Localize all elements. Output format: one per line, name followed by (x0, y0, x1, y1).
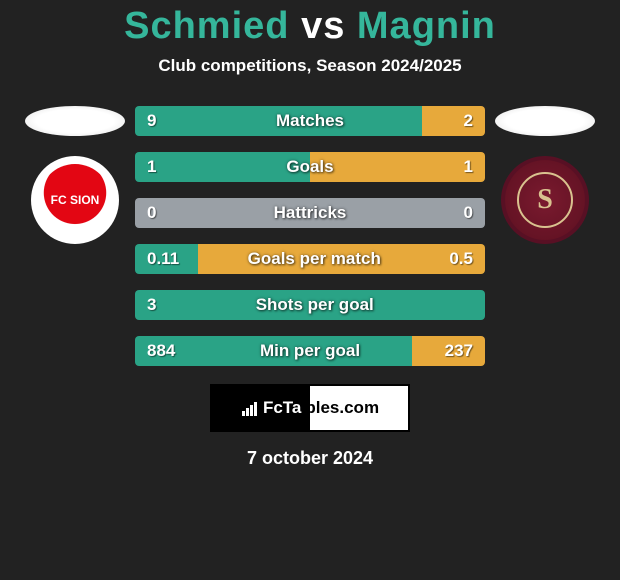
bar-value-right: 0 (464, 203, 473, 223)
bar-labels: 884 Min per goal 237 (135, 336, 485, 366)
subtitle: Club competitions, Season 2024/2025 (0, 56, 620, 76)
bar-stat-label: Goals per match (248, 249, 381, 269)
player1-avatar (25, 106, 125, 136)
brand-text: FcTables.com (241, 398, 379, 418)
stat-bar-row: 0 Hattricks 0 (135, 198, 485, 228)
bar-labels: 0.11 Goals per match 0.5 (135, 244, 485, 274)
club-badge-left: FC SION (31, 156, 119, 244)
left-side: FC SION (25, 106, 125, 244)
stat-bar-row: 1 Goals 1 (135, 152, 485, 182)
infographic-root: Schmied vs Magnin Club competitions, Sea… (0, 0, 620, 580)
bar-stat-label: Shots per goal (256, 295, 374, 315)
bar-labels: 1 Goals 1 (135, 152, 485, 182)
bar-value-right: 1 (464, 157, 473, 177)
stat-bar-row: 3 Shots per goal (135, 290, 485, 320)
stat-bar-row: 0.11 Goals per match 0.5 (135, 244, 485, 274)
bar-stat-label: Goals (286, 157, 333, 177)
date-text: 7 october 2024 (0, 448, 620, 469)
bar-stat-label: Min per goal (260, 341, 360, 361)
player2-avatar (495, 106, 595, 136)
brand-text-left: FcTa (263, 398, 301, 418)
bar-stat-label: Hattricks (274, 203, 347, 223)
club-badge-right: S (501, 156, 589, 244)
right-side: S (495, 106, 595, 244)
title-player2: Magnin (357, 5, 496, 47)
club-badge-left-label: FC SION (51, 194, 100, 206)
bar-value-left: 3 (147, 295, 156, 315)
title-vs: vs (301, 5, 345, 47)
bar-value-right: 2 (464, 111, 473, 131)
brand-badge: FcTables.com (210, 384, 410, 432)
bar-value-left: 884 (147, 341, 175, 361)
brand-text-right: bles.com (305, 398, 379, 418)
bar-value-left: 1 (147, 157, 156, 177)
stat-bars: 9 Matches 2 1 Goals 1 0 Hattricks 0 0.11 Goals per… (135, 106, 485, 366)
bar-value-left: 0.11 (147, 249, 179, 269)
chart-icon (241, 401, 259, 415)
bar-stat-label: Matches (276, 111, 344, 131)
bar-value-right: 237 (445, 341, 473, 361)
stat-bar-row: 884 Min per goal 237 (135, 336, 485, 366)
stat-bar-row: 9 Matches 2 (135, 106, 485, 136)
bar-value-left: 0 (147, 203, 156, 223)
bar-labels: 9 Matches 2 (135, 106, 485, 136)
bar-value-right: 0.5 (449, 249, 473, 269)
bar-value-left: 9 (147, 111, 156, 131)
bar-labels: 3 Shots per goal (135, 290, 485, 320)
club-badge-right-label: S (517, 172, 573, 228)
title-player1: Schmied (124, 5, 289, 47)
bar-labels: 0 Hattricks 0 (135, 198, 485, 228)
page-title: Schmied vs Magnin (0, 5, 620, 48)
comparison-row: FC SION 9 Matches 2 1 Goals 1 0 Hattricks 0 0.11 G… (0, 106, 620, 366)
